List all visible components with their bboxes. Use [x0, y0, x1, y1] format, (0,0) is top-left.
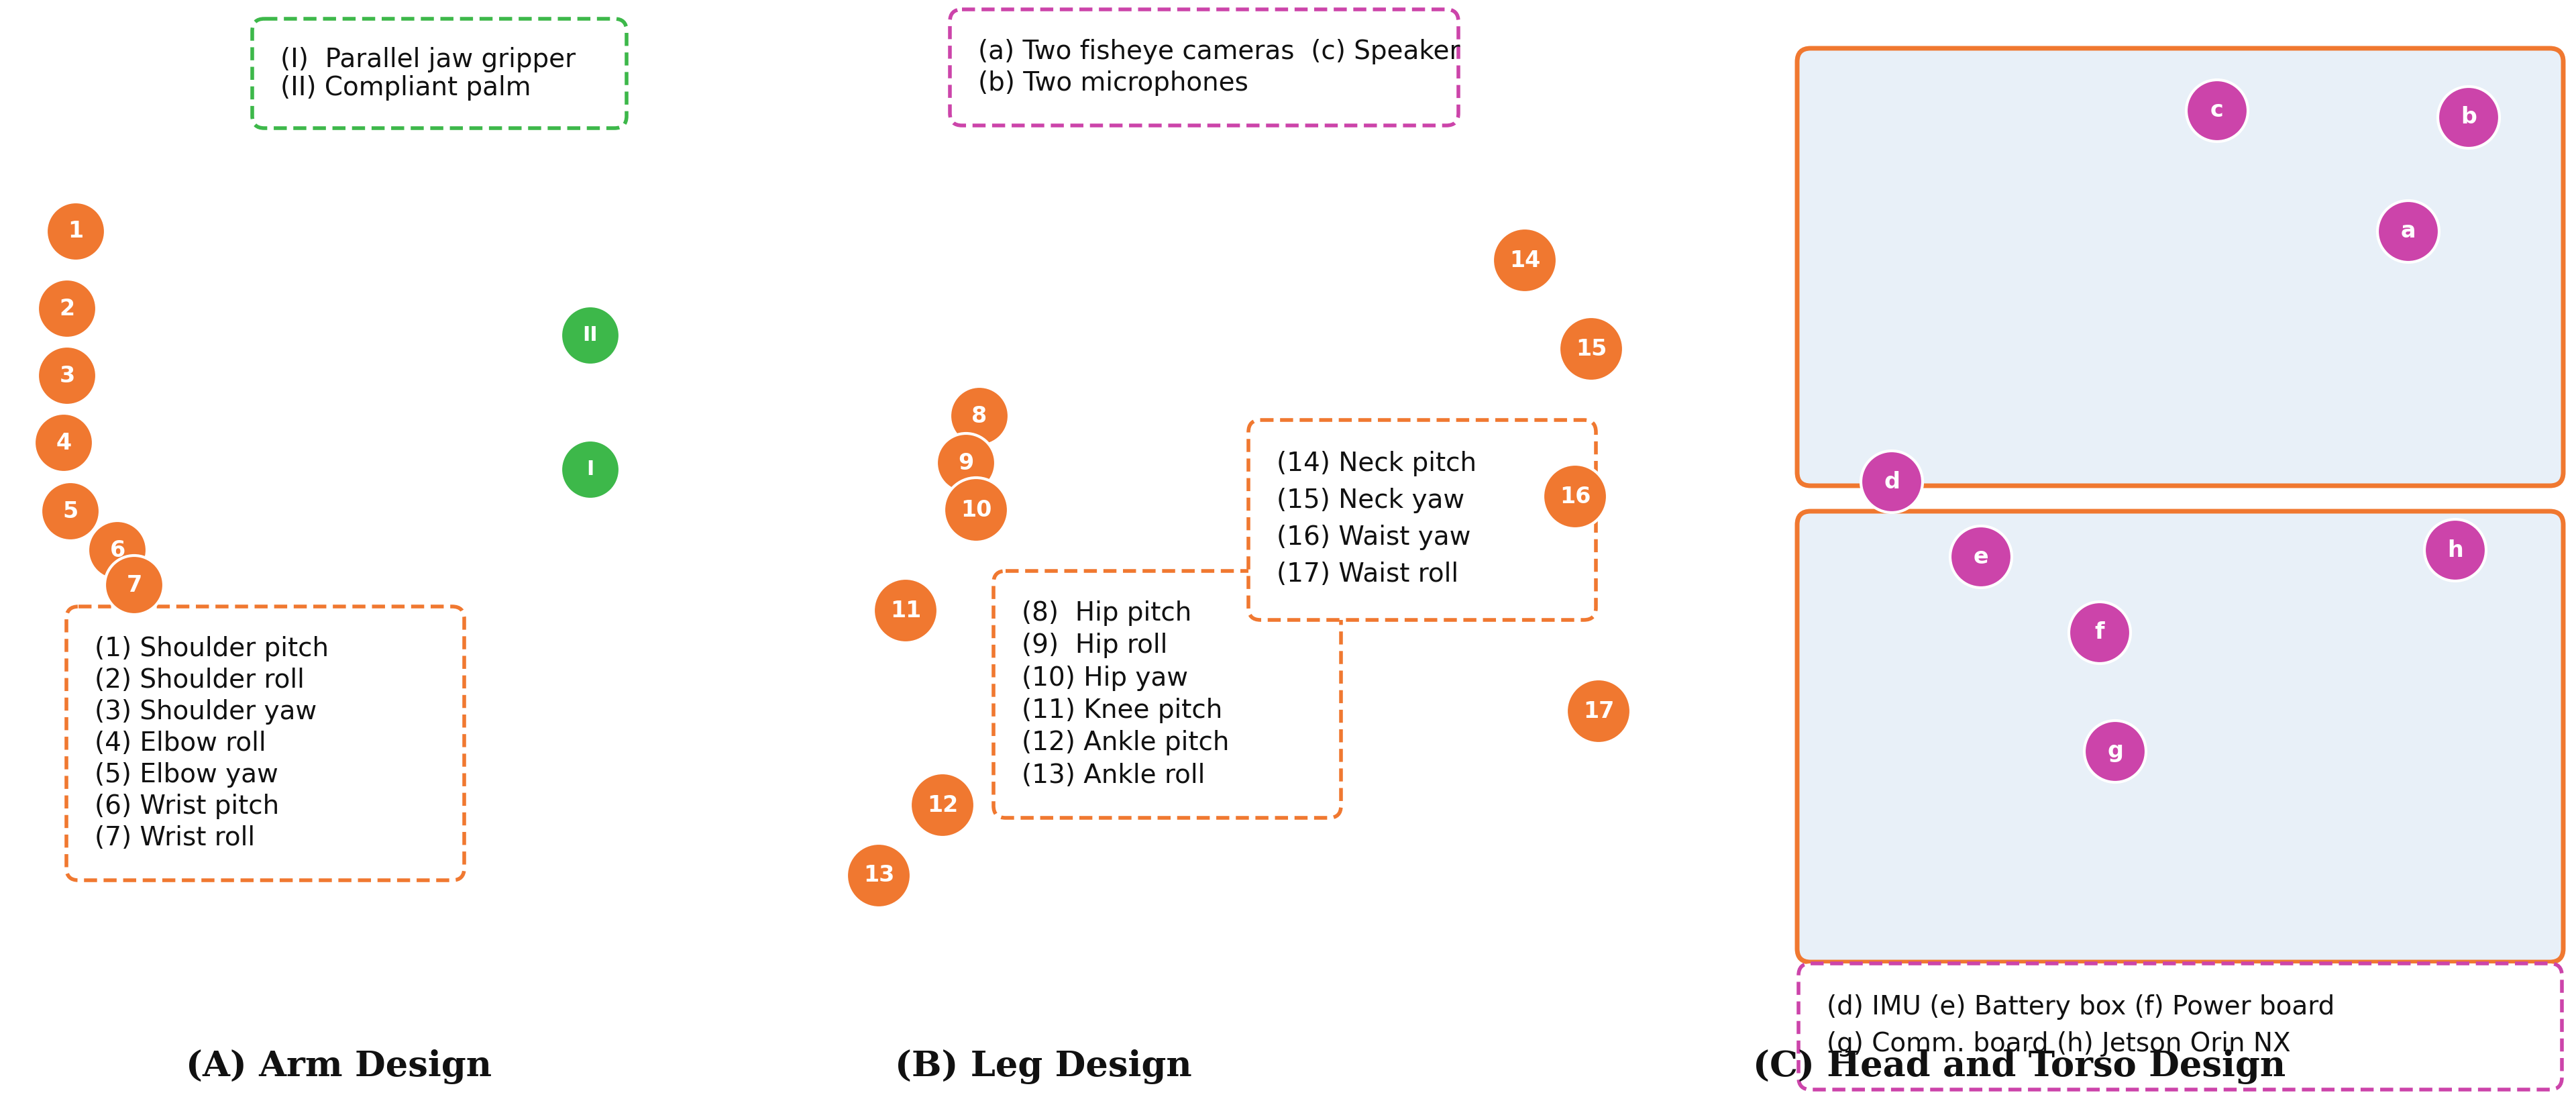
- Text: II: II: [582, 326, 598, 345]
- Text: (4) Elbow roll: (4) Elbow roll: [95, 730, 265, 756]
- Text: c: c: [2210, 99, 2223, 122]
- Text: I: I: [587, 460, 595, 480]
- Text: (B) Leg Design: (B) Leg Design: [894, 1050, 1193, 1084]
- Circle shape: [848, 843, 912, 907]
- Circle shape: [2084, 720, 2146, 782]
- Circle shape: [41, 482, 100, 540]
- Text: (A) Arm Design: (A) Arm Design: [185, 1050, 492, 1084]
- Text: (8)  Hip pitch: (8) Hip pitch: [1023, 600, 1193, 625]
- Circle shape: [46, 202, 106, 261]
- Text: (C) Head and Torso Design: (C) Head and Torso Design: [1752, 1050, 2285, 1084]
- Text: (II) Compliant palm: (II) Compliant palm: [281, 75, 531, 101]
- Text: 4: 4: [57, 432, 72, 454]
- Text: 6: 6: [111, 539, 126, 561]
- Text: (2) Shoulder roll: (2) Shoulder roll: [95, 667, 304, 693]
- Circle shape: [909, 772, 974, 838]
- Text: 16: 16: [1558, 485, 1589, 507]
- Circle shape: [1558, 317, 1623, 381]
- Circle shape: [2437, 86, 2499, 148]
- Circle shape: [562, 306, 621, 365]
- Circle shape: [1566, 678, 1631, 744]
- Circle shape: [33, 413, 93, 472]
- Text: d: d: [1883, 471, 1899, 493]
- Text: (13) Ankle roll: (13) Ankle roll: [1023, 762, 1206, 788]
- FancyBboxPatch shape: [951, 10, 1458, 126]
- Text: g: g: [2107, 740, 2123, 762]
- Text: (b) Two microphones: (b) Two microphones: [979, 71, 1249, 96]
- Text: b: b: [2460, 106, 2476, 128]
- Circle shape: [562, 440, 621, 499]
- Text: 17: 17: [1584, 701, 1615, 723]
- FancyBboxPatch shape: [67, 607, 464, 881]
- Text: (1) Shoulder pitch: (1) Shoulder pitch: [95, 635, 330, 661]
- Circle shape: [2069, 602, 2130, 663]
- Text: (10) Hip yaw: (10) Hip yaw: [1023, 665, 1188, 691]
- Text: (9)  Hip roll: (9) Hip roll: [1023, 633, 1167, 659]
- FancyBboxPatch shape: [1249, 420, 1597, 620]
- Text: e: e: [1973, 546, 1989, 568]
- FancyBboxPatch shape: [252, 19, 626, 128]
- Text: 10: 10: [961, 498, 992, 520]
- Circle shape: [1543, 464, 1607, 528]
- Text: (6) Wrist pitch: (6) Wrist pitch: [95, 793, 278, 819]
- Text: h: h: [2447, 539, 2463, 561]
- FancyBboxPatch shape: [1798, 964, 2563, 1090]
- Circle shape: [39, 280, 98, 338]
- Circle shape: [88, 520, 147, 580]
- Text: (d) IMU (e) Battery box (f) Power board: (d) IMU (e) Battery box (f) Power board: [1826, 994, 2334, 1020]
- Circle shape: [106, 556, 165, 614]
- Text: (15) Neck yaw: (15) Neck yaw: [1278, 488, 1466, 514]
- Text: 12: 12: [927, 794, 958, 817]
- Circle shape: [938, 433, 994, 493]
- Text: 14: 14: [1510, 250, 1540, 272]
- Circle shape: [1492, 228, 1556, 293]
- Text: 5: 5: [62, 501, 77, 523]
- FancyBboxPatch shape: [1798, 49, 2563, 486]
- Text: (11) Knee pitch: (11) Knee pitch: [1023, 697, 1224, 723]
- Circle shape: [2187, 80, 2249, 141]
- Circle shape: [873, 578, 938, 643]
- Text: (g) Comm. board (h) Jetson Orin NX: (g) Comm. board (h) Jetson Orin NX: [1826, 1031, 2290, 1056]
- Text: 13: 13: [863, 864, 894, 886]
- Text: (a) Two fisheye cameras  (c) Speaker: (a) Two fisheye cameras (c) Speaker: [979, 39, 1461, 64]
- Text: (3) Shoulder yaw: (3) Shoulder yaw: [95, 699, 317, 725]
- Text: (16) Waist yaw: (16) Waist yaw: [1278, 525, 1471, 550]
- FancyBboxPatch shape: [1798, 512, 2563, 962]
- Text: 8: 8: [971, 404, 987, 427]
- FancyBboxPatch shape: [994, 571, 1342, 818]
- Text: 3: 3: [59, 365, 75, 387]
- Circle shape: [1860, 451, 1922, 513]
- Text: (14) Neck pitch: (14) Neck pitch: [1278, 451, 1476, 476]
- Text: 9: 9: [958, 452, 974, 474]
- Circle shape: [943, 477, 1007, 543]
- Text: 2: 2: [59, 297, 75, 319]
- Circle shape: [2424, 519, 2486, 581]
- Circle shape: [1950, 526, 2012, 588]
- Text: (17) Waist roll: (17) Waist roll: [1278, 561, 1458, 587]
- Text: 1: 1: [67, 220, 82, 242]
- Text: 15: 15: [1577, 338, 1607, 360]
- Circle shape: [2378, 201, 2439, 262]
- Text: f: f: [2094, 622, 2105, 644]
- Circle shape: [951, 387, 1010, 445]
- Text: (12) Ankle pitch: (12) Ankle pitch: [1023, 730, 1229, 756]
- Text: 7: 7: [126, 573, 142, 596]
- Text: (7) Wrist roll: (7) Wrist roll: [95, 825, 255, 851]
- Text: a: a: [2401, 220, 2416, 242]
- Text: (I)  Parallel jaw gripper: (I) Parallel jaw gripper: [281, 46, 574, 72]
- Circle shape: [39, 346, 98, 406]
- Text: (5) Elbow yaw: (5) Elbow yaw: [95, 762, 278, 788]
- Text: 11: 11: [891, 600, 922, 622]
